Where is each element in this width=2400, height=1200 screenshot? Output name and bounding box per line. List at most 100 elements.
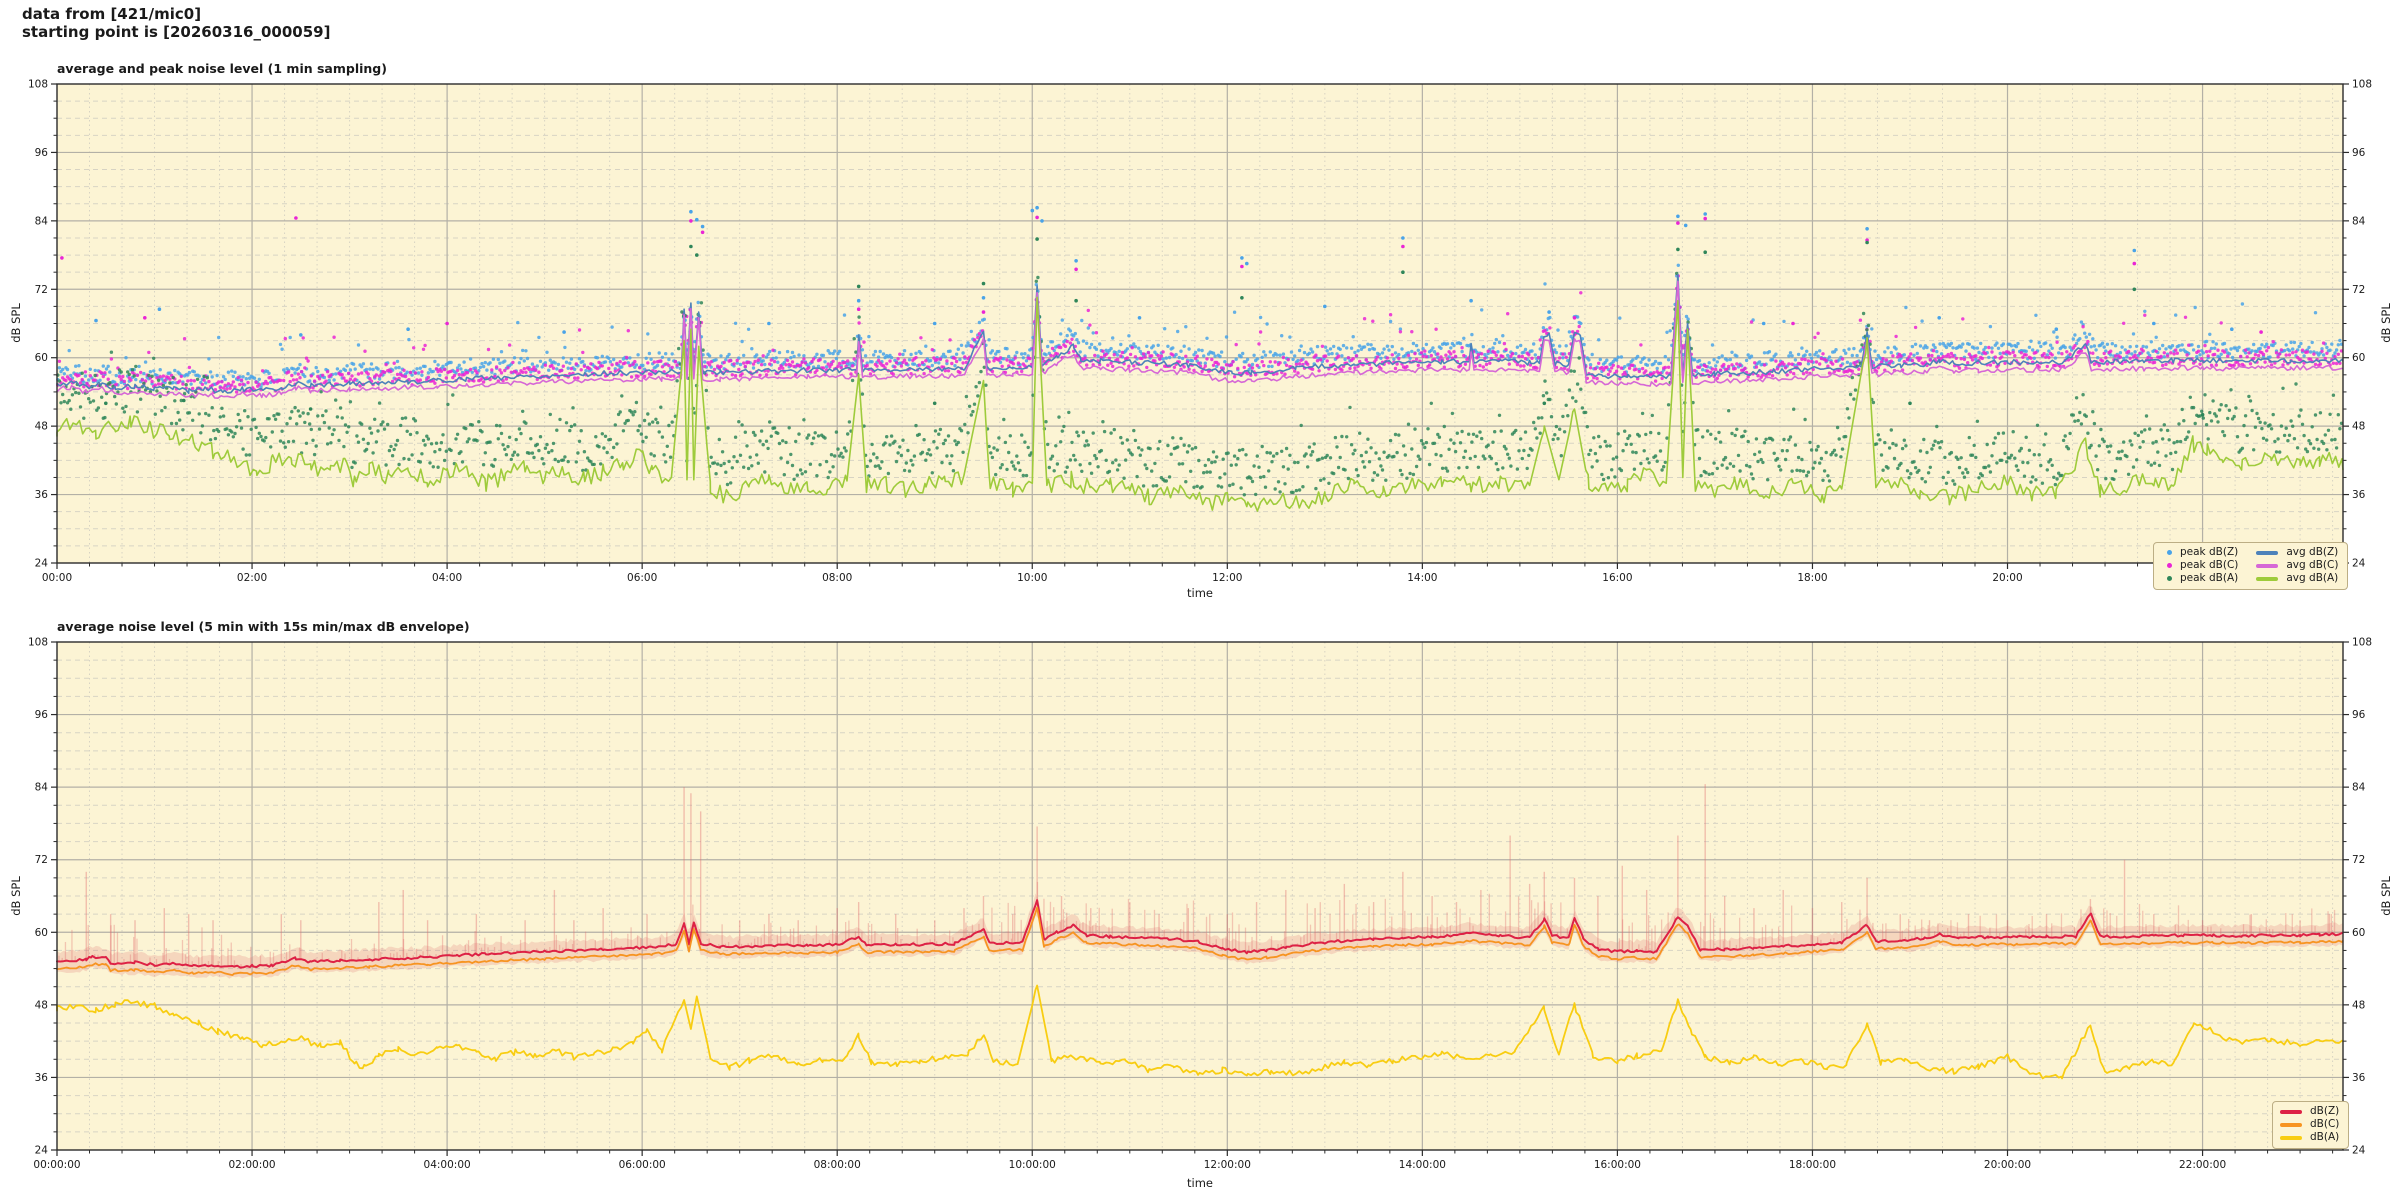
y-tick-label: 72 [35, 284, 48, 296]
x-tick-label: 14:00:00 [1399, 1159, 1446, 1171]
legend-item-avg-db(z): avg dB(Z) [2256, 546, 2338, 559]
y-tick-label: 60 [35, 927, 48, 939]
legend-item-db(z): dB(Z) [2280, 1105, 2339, 1118]
y-tick-label-right: 36 [2352, 489, 2366, 501]
db(c)-line [56, 906, 2344, 976]
y-tick-label: 108 [28, 637, 48, 649]
chart2-xlabel: time [1187, 1176, 1213, 1190]
legend-line-marker [2280, 1122, 2302, 1127]
y-tick-label-right: 108 [2352, 637, 2372, 649]
legend-item-db(c): dB(C) [2280, 1118, 2339, 1131]
y-tick-label-right: 24 [2352, 558, 2366, 570]
y-tick-label: 36 [35, 489, 49, 501]
chart2-legend: dB(Z) dB(C) dB(A) [2272, 1101, 2350, 1149]
legend-item-avg-db(a): avg dB(A) [2256, 572, 2338, 585]
legend-item-peak-db(a): peak dB(A) [2161, 572, 2238, 585]
y-tick-label: 24 [35, 1145, 49, 1157]
x-tick-label: 10:00:00 [1009, 1159, 1056, 1171]
x-tick-label: 04:00 [432, 572, 462, 584]
x-tick-label: 00:00 [42, 572, 72, 584]
y-tick-label: 84 [35, 215, 49, 227]
y-tick-label: 96 [35, 147, 49, 159]
chart2-ylabel-right: dB SPL [2379, 876, 2393, 916]
minmax-envelope [57, 784, 2343, 979]
chart1-xlabel: time [1187, 586, 1213, 600]
y-tick-label-right: 96 [2352, 709, 2366, 721]
avg-db(c)-line [56, 280, 2344, 400]
y-tick-label-right: 60 [2352, 927, 2365, 939]
legend-dot-marker [2167, 563, 2172, 568]
x-tick-label: 00:00:00 [33, 1159, 80, 1171]
peak-db(a)-scatter [56, 237, 2344, 497]
chart1-ylabel-left: dB SPL [9, 303, 23, 343]
avg-db(z)-line [56, 273, 2344, 395]
y-tick-label: 48 [35, 999, 48, 1011]
y-tick-label: 36 [35, 1072, 49, 1084]
legend-label: dB(C) [2310, 1118, 2340, 1130]
chart2-title: average noise level (5 min with 15s min/… [57, 619, 470, 634]
y-tick-label-right: 72 [2352, 854, 2365, 866]
legend-item-peak-db(c): peak dB(C) [2161, 559, 2238, 572]
y-tick-label: 60 [35, 352, 48, 364]
legend-item-db(a): dB(A) [2280, 1131, 2339, 1144]
x-tick-label: 12:00:00 [1204, 1159, 1251, 1171]
legend-label: dB(A) [2310, 1131, 2340, 1143]
x-tick-label: 10:00 [1017, 572, 1047, 584]
x-tick-label: 04:00:00 [424, 1159, 471, 1171]
legend-label: avg dB(A) [2286, 572, 2339, 584]
x-tick-label: 12:00 [1212, 572, 1242, 584]
legend-line-marker [2280, 1135, 2302, 1140]
chart2-grid [57, 642, 2343, 1150]
x-tick-label: 14:00 [1407, 572, 1437, 584]
chart1-grid [57, 84, 2343, 563]
y-tick-label: 96 [35, 709, 49, 721]
x-tick-label: 18:00:00 [1789, 1159, 1836, 1171]
chart2-ticks: 24 24 36 36 48 48 60 60 72 72 84 84 96 96 108 108 00:00:… [28, 637, 2372, 1172]
x-tick-label: 06:00:00 [619, 1159, 666, 1171]
chart1-ylabel-right: dB SPL [2379, 303, 2393, 343]
legend-label: dB(Z) [2310, 1105, 2340, 1117]
legend-dot-marker [2167, 550, 2172, 555]
legend-label: avg dB(C) [2286, 559, 2339, 571]
x-tick-label: 06:00 [627, 572, 657, 584]
x-tick-label: 20:00 [1992, 572, 2022, 584]
y-tick-label-right: 60 [2352, 352, 2365, 364]
x-tick-label: 02:00:00 [228, 1159, 275, 1171]
legend-line-marker [2280, 1109, 2302, 1114]
y-tick-label-right: 48 [2352, 999, 2365, 1011]
y-tick-label: 48 [35, 421, 48, 433]
chart1-legend: peak dB(Z) avg dB(Z) peak dB(C) avg dB(C) pe… [2153, 542, 2349, 590]
x-tick-label: 22:00:00 [2179, 1159, 2226, 1171]
x-tick-label: 16:00 [1602, 572, 1632, 584]
legend-label: peak dB(Z) [2180, 546, 2239, 558]
y-tick-label: 84 [35, 782, 49, 794]
avg-db(a)-line [56, 296, 2344, 512]
legend-line-marker [2256, 550, 2279, 555]
header-line-2: starting point is [20260316_000059] [22, 23, 331, 41]
y-tick-label-right: 84 [2352, 215, 2366, 227]
chart2: 24 24 36 36 48 48 60 60 72 72 84 84 96 96 108 108 00:00:… [28, 637, 2372, 1172]
y-tick-label-right: 24 [2352, 1145, 2366, 1157]
chart1: 24 24 36 36 48 48 60 60 72 72 84 84 96 96 108 108 00:00 0… [28, 79, 2372, 585]
y-tick-label-right: 48 [2352, 421, 2365, 433]
header-line-1: data from [421/mic0] [22, 5, 202, 23]
x-tick-label: 20:00:00 [1984, 1159, 2031, 1171]
chart1-ticks: 24 24 36 36 48 48 60 60 72 72 84 84 96 96 108 108 00:00 0… [28, 79, 2372, 585]
y-tick-label-right: 72 [2352, 284, 2365, 296]
legend-label: peak dB(C) [2180, 559, 2239, 571]
x-tick-label: 02:00 [237, 572, 267, 584]
db(z)-line [56, 899, 2344, 969]
x-tick-label: 16:00:00 [1594, 1159, 1641, 1171]
legend-label: peak dB(A) [2180, 572, 2239, 584]
legend-item-avg-db(c): avg dB(C) [2256, 559, 2338, 572]
y-tick-label: 24 [35, 558, 49, 570]
x-tick-label: 08:00 [822, 572, 852, 584]
chart1-title: average and peak noise level (1 min samp… [57, 61, 387, 76]
y-tick-label-right: 96 [2352, 147, 2366, 159]
legend-dot-marker [2167, 576, 2172, 581]
legend-line-marker [2256, 576, 2279, 581]
y-tick-label-right: 108 [2352, 79, 2372, 91]
y-tick-label-right: 36 [2352, 1072, 2366, 1084]
